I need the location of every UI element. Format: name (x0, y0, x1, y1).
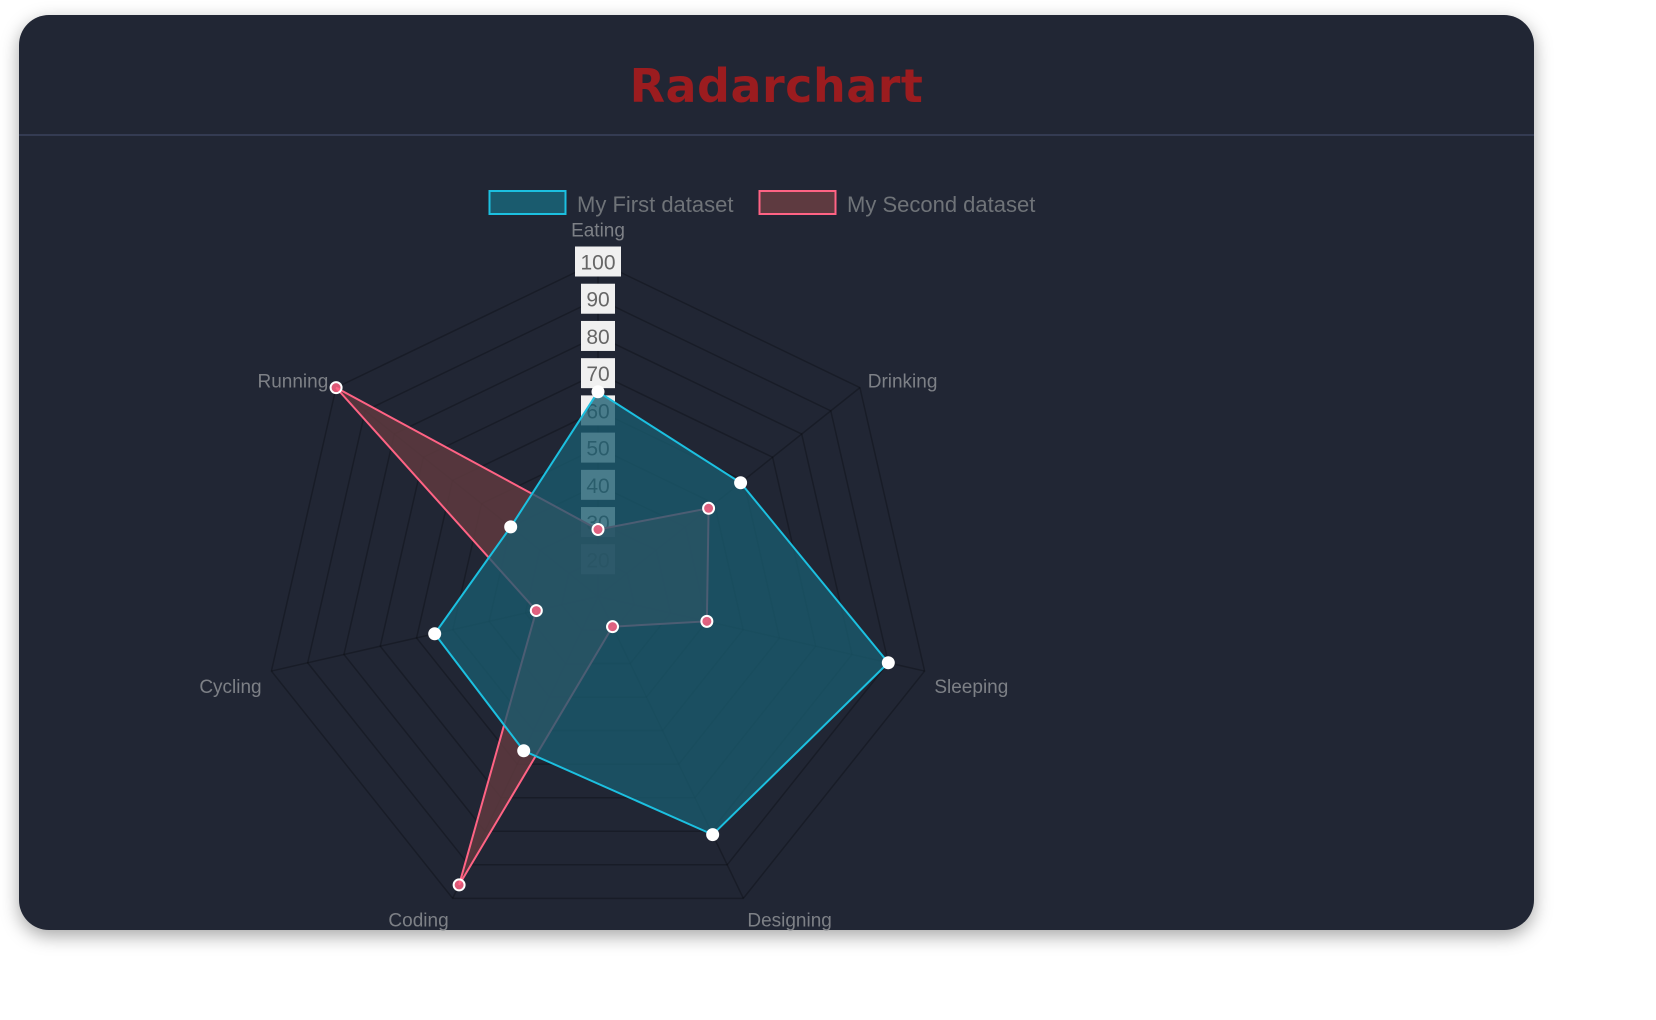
data-point[interactable] (591, 523, 605, 536)
grid-ring (343, 335, 853, 833)
tick-backdrop (581, 358, 615, 389)
grid-ring (379, 372, 817, 799)
tick-text: 90 (586, 289, 609, 312)
point-label: Coding (388, 910, 448, 931)
point-label: Cycling (199, 677, 261, 698)
data-point[interactable] (702, 501, 716, 515)
legend-item-second[interactable]: My Second dataset (758, 190, 1036, 217)
data-point[interactable] (700, 614, 714, 628)
point-label: Designing (747, 910, 832, 931)
legend-swatch-second (758, 190, 837, 215)
grid-ring (306, 297, 890, 866)
data-point[interactable] (452, 878, 466, 892)
data-point[interactable] (329, 381, 343, 395)
legend: My First dataset My Second dataset (488, 190, 1036, 217)
data-point[interactable] (734, 476, 748, 490)
data-point[interactable] (504, 520, 518, 534)
data-point[interactable] (606, 620, 620, 634)
chart-card: Radarchart (19, 15, 1534, 930)
dataset-area (433, 390, 890, 836)
point-label: Drinking (868, 371, 938, 392)
tick-label: 90 (581, 283, 615, 314)
point-label: Sleeping (934, 677, 1008, 698)
tick-label: 80 (581, 320, 615, 351)
data-point[interactable] (517, 744, 531, 758)
legend-label-first: My First dataset (577, 192, 733, 217)
tick-backdrop (581, 320, 615, 351)
tick-text: 70 (586, 363, 609, 386)
tick-backdrop (575, 246, 621, 277)
data-point[interactable] (881, 656, 895, 670)
header-divider (19, 134, 1534, 136)
tick-label: 100 (575, 246, 621, 277)
data-point[interactable] (706, 828, 720, 842)
legend-item-first[interactable]: My First dataset (488, 190, 734, 217)
grid-ring (270, 260, 926, 900)
data-point[interactable] (428, 627, 442, 641)
point-label: Running (257, 371, 328, 392)
data-point[interactable] (529, 604, 543, 618)
dataset-1 (433, 390, 890, 836)
data-point[interactable] (591, 385, 605, 399)
tick-label: 70 (581, 358, 615, 389)
tick-backdrop (581, 283, 615, 314)
legend-swatch-first (488, 190, 567, 215)
point-label: Eating (571, 221, 625, 242)
page-title: Radarchart (629, 59, 924, 113)
legend-label-second: My Second dataset (847, 192, 1035, 217)
tick-text: 80 (586, 326, 609, 349)
tick-text: 100 (580, 252, 615, 275)
